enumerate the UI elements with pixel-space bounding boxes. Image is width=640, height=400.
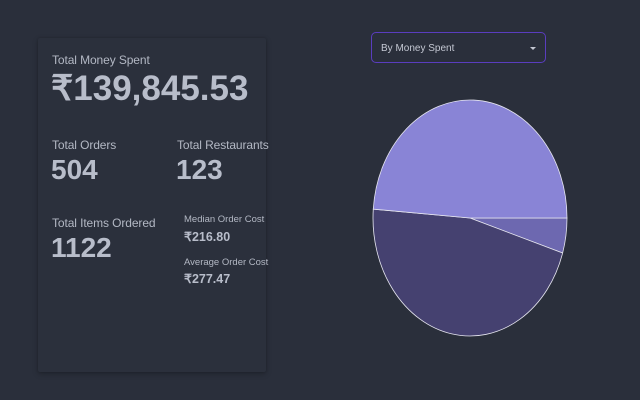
total-orders-value: 504 <box>51 154 98 185</box>
total-orders-label: Total Orders <box>52 138 117 152</box>
dropdown-selected-value: By Money Spent <box>381 43 455 54</box>
total-money-spent-value: ₹139,845.53 <box>51 69 249 108</box>
median-order-cost-value: ₹216.80 <box>184 230 231 244</box>
average-order-cost-value: ₹277.47 <box>184 272 231 286</box>
caret-down-icon <box>530 47 536 50</box>
stats-card: Total Money Spent ₹139,845.53 Total Orde… <box>38 38 269 372</box>
pie-slices <box>372 99 568 337</box>
total-money-spent-label: Total Money Spent <box>52 53 150 67</box>
total-restaurants-label: Total Restaurants <box>177 138 269 152</box>
average-order-cost-label: Average Order Cost <box>184 257 269 268</box>
total-items-ordered-value: 1122 <box>51 232 112 263</box>
total-items-ordered-label: Total Items Ordered <box>52 216 156 230</box>
median-order-cost-label: Median Order Cost <box>184 214 265 225</box>
pie-slice[interactable] <box>372 99 568 219</box>
sort-by-dropdown[interactable]: By Money Spent <box>371 32 546 63</box>
pie-slice[interactable] <box>372 208 564 337</box>
total-restaurants-value: 123 <box>176 154 223 185</box>
